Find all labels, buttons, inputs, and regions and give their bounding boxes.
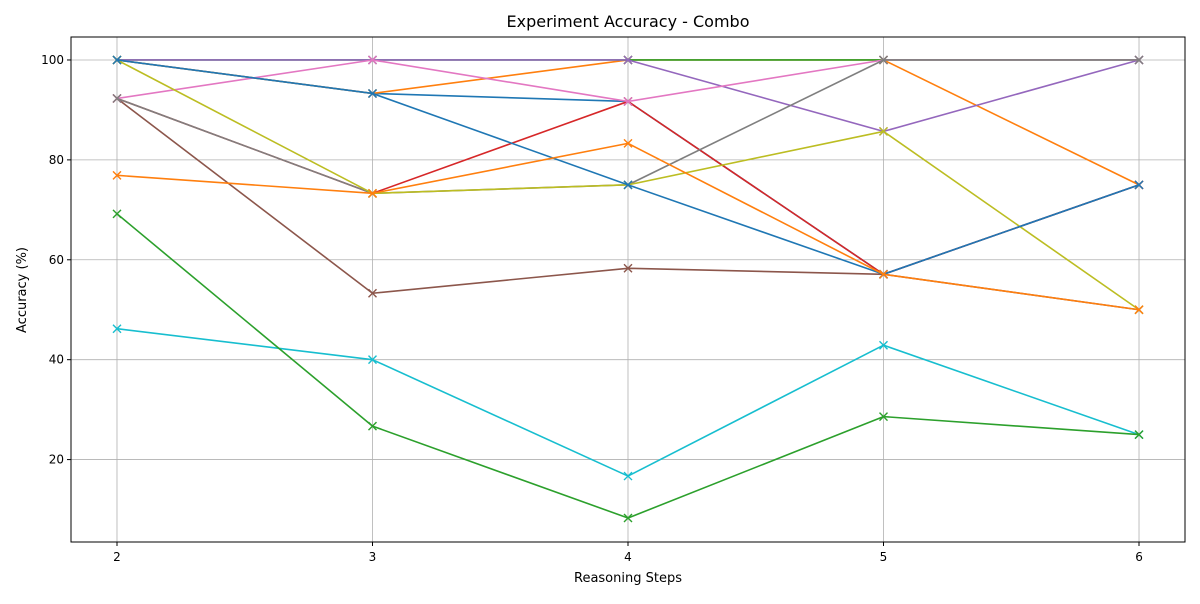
series-lines <box>112 55 1144 523</box>
y-tick-label: 40 <box>49 353 64 367</box>
data-point-marker <box>112 209 122 219</box>
data-point-marker <box>112 55 122 65</box>
grid <box>71 37 1185 542</box>
series-12 <box>112 138 1144 315</box>
data-point-marker <box>879 340 888 350</box>
x-tick-label: 5 <box>880 550 888 564</box>
chart-title: Experiment Accuracy - Combo <box>506 12 749 31</box>
data-point-marker <box>1134 55 1144 65</box>
data-point-marker <box>623 96 633 106</box>
axis-ticks: 2 3 4 5 6 20 40 60 80 100 <box>41 53 1143 564</box>
data-point-marker <box>879 55 888 65</box>
data-point-marker <box>879 269 888 279</box>
data-point-marker <box>623 138 633 148</box>
y-axis-label: Accuracy (%) <box>15 247 30 333</box>
data-point-marker <box>623 180 633 190</box>
x-tick-label: 4 <box>624 550 632 564</box>
y-tick-label: 100 <box>41 53 64 67</box>
x-tick-label: 2 <box>113 550 121 564</box>
x-tick-label: 3 <box>369 550 377 564</box>
data-point-marker <box>1134 430 1144 440</box>
data-point-marker <box>368 421 377 431</box>
data-point-marker <box>879 126 888 136</box>
data-point-marker <box>879 412 888 422</box>
y-tick-label: 80 <box>49 153 64 167</box>
data-point-marker <box>112 324 122 334</box>
data-point-marker <box>368 288 377 298</box>
data-point-marker <box>368 188 377 198</box>
data-point-marker <box>368 355 377 365</box>
data-point-marker <box>368 88 377 98</box>
series-11 <box>112 55 1144 279</box>
data-point-marker <box>112 93 122 103</box>
x-axis-label: Reasoning Steps <box>574 571 682 586</box>
data-point-marker <box>623 55 633 65</box>
data-point-marker <box>623 513 633 523</box>
data-point-marker <box>623 471 633 481</box>
data-point-marker <box>112 170 122 180</box>
x-tick-label: 6 <box>1135 550 1143 564</box>
data-point-marker <box>1134 180 1144 190</box>
y-tick-label: 60 <box>49 253 64 267</box>
series-13 <box>112 209 1144 523</box>
data-point-marker <box>368 55 377 65</box>
data-point-marker <box>623 263 633 273</box>
data-point-marker <box>1134 305 1144 315</box>
y-tick-label: 20 <box>49 453 64 467</box>
